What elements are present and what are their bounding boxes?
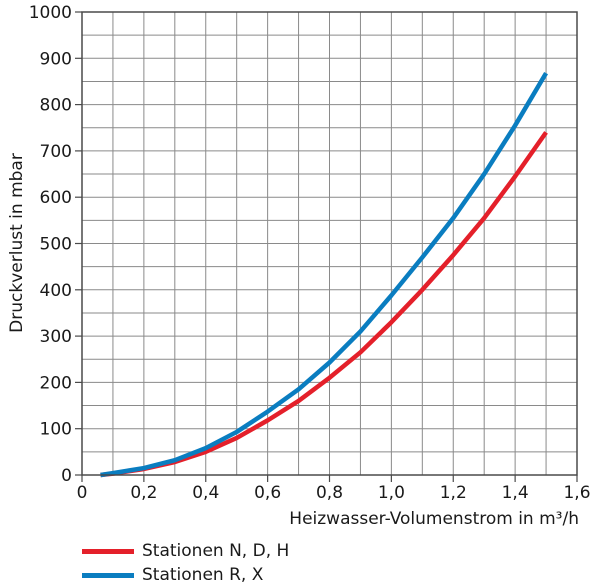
x-tick-label: 0,6: [254, 483, 281, 503]
legend-label-series-2: Stationen R, X: [142, 565, 264, 585]
x-tick-label: 1,2: [440, 483, 467, 503]
y-tick-label: 100: [40, 420, 72, 440]
pressure-loss-chart: 0 0,2 0,4 0,6 0,8 1,0 1,2 1,4 1,6 0 100 200 300 400 5…: [7, 3, 591, 529]
y-tick-label: 500: [40, 235, 72, 255]
y-tick-label: 300: [40, 327, 72, 347]
legend-swatch-series-2: [82, 572, 134, 578]
legend-label-series-1: Stationen N, D, H: [142, 541, 290, 561]
y-tick-label: 400: [40, 281, 72, 301]
y-axis-label: Druckverlust in mbar: [7, 153, 27, 333]
series-line-2: [100, 71, 548, 478]
series-lines: [100, 71, 548, 478]
legend-item-series-1: Stationen N, D, H: [82, 540, 289, 562]
x-tick-label: 1,6: [563, 483, 590, 503]
x-tick-label: 0: [77, 483, 88, 503]
x-axis-ticks: 0 0,2 0,4 0,6 0,8 1,0 1,2 1,4 1,6: [77, 475, 591, 503]
legend-item-series-2: Stationen R, X: [82, 564, 289, 586]
grid: [82, 12, 577, 475]
y-tick-label: 700: [40, 142, 72, 162]
y-tick-label: 0: [61, 466, 72, 486]
x-tick-label: 1,4: [502, 483, 529, 503]
y-axis-ticks: 0 100 200 300 400 500 600 700 800 900 1000: [29, 3, 82, 486]
x-axis-label: Heizwasser-Volumenstrom in m³/h: [289, 509, 579, 529]
y-tick-label: 900: [40, 49, 72, 69]
x-tick-label: 0,4: [192, 483, 219, 503]
y-tick-label: 200: [40, 373, 72, 393]
y-tick-label: 1000: [29, 3, 72, 23]
legend: Stationen N, D, H Stationen R, X: [82, 540, 289, 588]
y-tick-label: 600: [40, 188, 72, 208]
x-tick-label: 1,0: [378, 483, 405, 503]
x-tick-label: 0,8: [316, 483, 343, 503]
y-tick-label: 800: [40, 96, 72, 116]
x-tick-label: 0,2: [130, 483, 157, 503]
legend-swatch-series-1: [82, 548, 134, 554]
